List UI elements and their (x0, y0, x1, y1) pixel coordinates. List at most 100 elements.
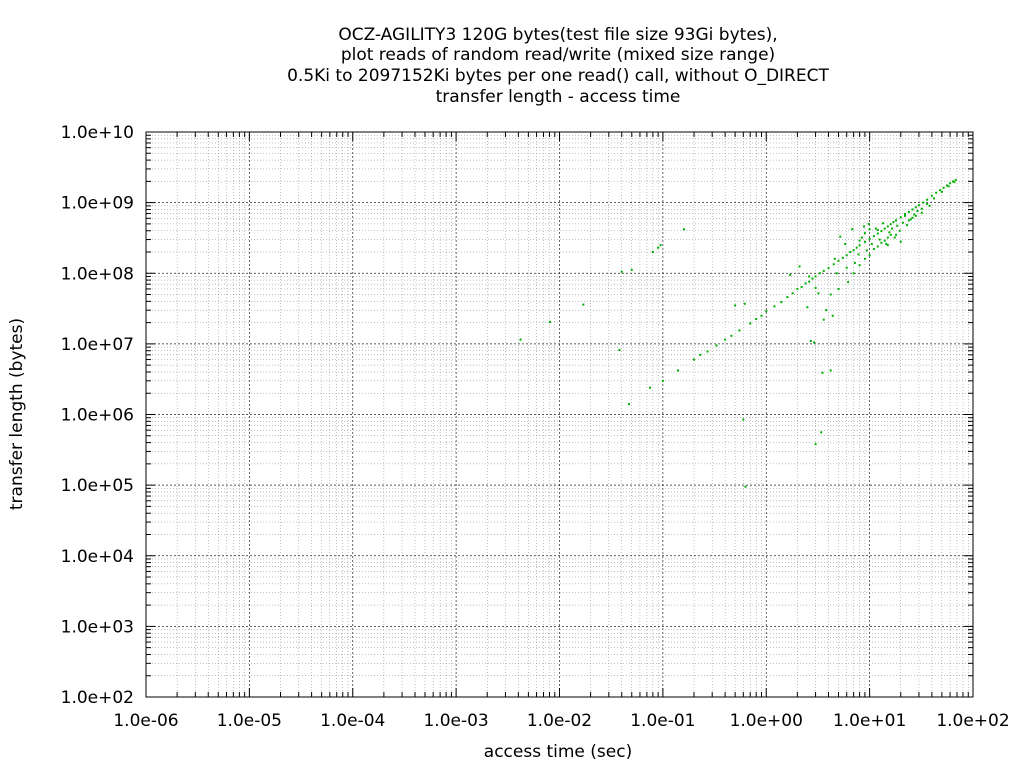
y-tick-label: 1.0e+10 (61, 123, 134, 143)
data-point (870, 242, 873, 245)
data-point (822, 269, 825, 272)
data-point (738, 329, 741, 332)
data-point (878, 238, 881, 241)
y-tick-label: 1.0e+08 (61, 264, 134, 284)
data-point (898, 229, 901, 232)
data-point (920, 211, 923, 214)
data-point (949, 182, 952, 185)
data-point (744, 485, 747, 488)
data-point (809, 339, 812, 342)
data-point (791, 292, 794, 295)
y-tick-label: 1.0e+04 (61, 547, 134, 567)
data-point (907, 210, 910, 213)
data-point (868, 228, 871, 231)
y-tick-label: 1.0e+03 (61, 617, 134, 637)
x-tick-label: 1.0e-06 (113, 711, 178, 731)
data-point (888, 231, 891, 234)
data-point (808, 280, 811, 283)
data-point (844, 242, 847, 245)
data-point (922, 201, 925, 204)
data-point (657, 246, 660, 249)
data-point (857, 253, 860, 256)
data-point (947, 185, 950, 188)
x-axis-label: access time (sec) (484, 742, 632, 762)
chart-title: OCZ-AGILITY3 120G bytes(test file size 9… (287, 25, 829, 107)
data-point (814, 286, 817, 289)
data-point (817, 292, 820, 295)
data-point (926, 198, 929, 201)
y-tick-label: 1.0e+07 (61, 335, 134, 355)
data-point (855, 246, 858, 249)
x-tick-label: 1.0e-04 (320, 711, 385, 731)
data-point (953, 181, 956, 184)
data-points (519, 178, 957, 488)
data-point (825, 309, 828, 312)
data-point (889, 233, 892, 236)
data-point (940, 190, 943, 193)
data-point (749, 322, 752, 325)
data-point (880, 241, 883, 244)
data-point (886, 236, 889, 239)
data-point (620, 270, 623, 273)
data-point (862, 225, 865, 228)
data-point (907, 219, 910, 222)
data-point (827, 267, 830, 270)
data-point (909, 218, 912, 221)
data-point (858, 239, 861, 242)
data-point (886, 244, 889, 247)
data-point (724, 338, 727, 341)
data-point (730, 334, 733, 337)
data-point (851, 228, 854, 231)
data-point (699, 353, 702, 356)
data-point (904, 213, 907, 216)
data-point (829, 293, 832, 296)
x-tick-label: 1.0e+02 (936, 711, 1009, 731)
data-point (867, 222, 870, 225)
data-point (951, 180, 954, 183)
data-point (863, 240, 866, 243)
data-point (863, 257, 866, 260)
data-point (845, 254, 848, 257)
data-point (847, 281, 850, 284)
x-tick-label: 1.0e-01 (630, 711, 695, 731)
data-point (831, 314, 834, 317)
data-point (743, 302, 746, 305)
data-point (874, 227, 877, 230)
data-point (882, 222, 885, 225)
title-line-3: 0.5Ki to 2097152Ki bytes per one read() … (287, 66, 829, 86)
data-point (849, 250, 852, 253)
data-point (786, 296, 789, 299)
data-point (820, 431, 823, 434)
data-point (676, 369, 679, 372)
data-point (911, 216, 914, 219)
x-tick-label: 1.0e+00 (730, 711, 803, 731)
data-point (852, 272, 855, 275)
data-point (804, 282, 807, 285)
y-tick-label: 1.0e+06 (61, 406, 134, 426)
data-point (895, 233, 898, 236)
data-point (868, 254, 871, 257)
data-point (872, 248, 875, 251)
data-point (661, 379, 664, 382)
data-point (895, 219, 898, 222)
x-tick-label: 1.0e-03 (423, 711, 488, 731)
data-point (798, 265, 801, 268)
data-point (893, 236, 896, 239)
data-point (814, 275, 817, 278)
data-point (880, 230, 883, 233)
data-point (835, 272, 838, 275)
data-point (839, 235, 842, 238)
y-tick-label: 1.0e+02 (61, 688, 134, 708)
y-tick-label: 1.0e+05 (61, 476, 134, 496)
data-point (928, 204, 931, 207)
data-point (883, 239, 886, 242)
data-point (800, 285, 803, 288)
data-point (627, 403, 630, 406)
plot-area-frame (145, 131, 974, 698)
data-point (773, 305, 776, 308)
data-point (911, 208, 914, 211)
x-tick-label: 1.0e-05 (217, 711, 282, 731)
data-point (916, 210, 919, 213)
data-point (692, 358, 695, 361)
